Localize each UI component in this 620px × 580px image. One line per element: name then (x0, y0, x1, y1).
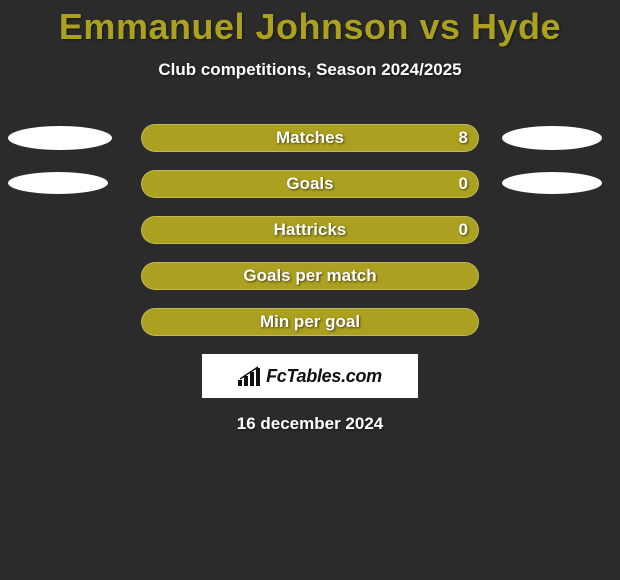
stat-label: Min per goal (260, 312, 360, 332)
stat-bar: Goals per match (141, 262, 479, 290)
stat-row: Min per goal (0, 308, 620, 336)
stat-label: Goals per match (243, 266, 376, 286)
stat-row: Hattricks 0 (0, 216, 620, 244)
stat-label: Hattricks (274, 220, 347, 240)
right-ellipse (502, 126, 602, 150)
stat-bar: Matches 8 (141, 124, 479, 152)
stat-value: 8 (459, 128, 468, 148)
stat-row: Goals 0 (0, 170, 620, 198)
stat-value: 0 (459, 220, 468, 240)
page-title: Emmanuel Johnson vs Hyde (0, 0, 620, 48)
brand-text: FcTables.com (266, 366, 382, 387)
subtitle: Club competitions, Season 2024/2025 (0, 60, 620, 80)
stat-bar: Min per goal (141, 308, 479, 336)
stat-value: 0 (459, 174, 468, 194)
left-ellipse (8, 126, 112, 150)
stat-bar: Goals 0 (141, 170, 479, 198)
left-ellipse (8, 172, 108, 194)
date-text: 16 december 2024 (0, 414, 620, 434)
right-ellipse (502, 172, 602, 194)
stat-rows: Matches 8 Goals 0 Hattricks 0 Goals per match M… (0, 124, 620, 336)
brand-box: FcTables.com (202, 354, 418, 398)
bar-chart-icon (238, 366, 262, 386)
stat-row: Matches 8 (0, 124, 620, 152)
stat-label: Goals (286, 174, 333, 194)
stat-row: Goals per match (0, 262, 620, 290)
stat-label: Matches (276, 128, 344, 148)
stat-bar: Hattricks 0 (141, 216, 479, 244)
